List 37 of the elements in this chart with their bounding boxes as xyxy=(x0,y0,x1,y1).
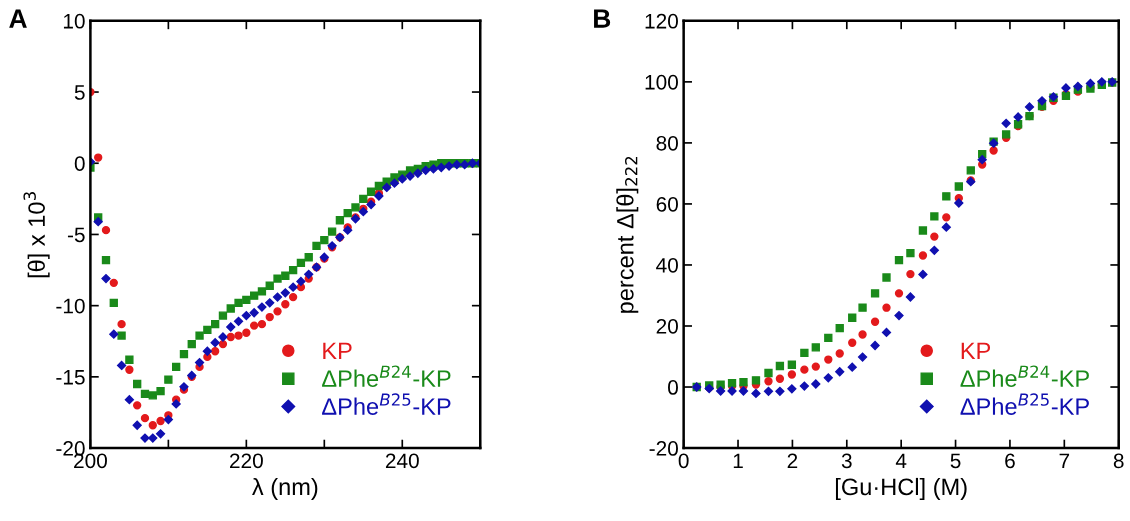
x-tick-label: 4 xyxy=(895,453,907,469)
chart-title: A xyxy=(9,9,27,28)
x-tick-label: 220 xyxy=(230,453,263,469)
legend-label: ΔPhe$^{B25}$-KP xyxy=(960,393,1089,415)
legend-label: ΔPhe$^{B24}$-KP xyxy=(960,365,1089,387)
y-tick-label: 80 xyxy=(656,135,678,151)
y-tick-label: 40 xyxy=(656,257,678,273)
y-tick-label: 5 xyxy=(74,85,85,100)
x-tick-label: 8 xyxy=(1113,453,1124,469)
y-tick-label: 0 xyxy=(74,156,85,171)
y-tick-label: 120 xyxy=(645,13,678,29)
x-tick-label: 5 xyxy=(950,453,961,469)
x-tick-label: 3 xyxy=(841,453,852,469)
y-tick-label: -20 xyxy=(649,441,678,456)
x-tick-label: 1 xyxy=(733,453,743,469)
y-axis-title: percent Δ[θ]$_{222}$ xyxy=(616,156,639,313)
y-tick-label: -10 xyxy=(56,298,85,314)
chart-title: B xyxy=(594,9,611,28)
x-tick-label: 0 xyxy=(678,453,689,469)
y-tick-label: 10 xyxy=(63,13,85,29)
y-axis-title: [θ] x 10$^{3}$ xyxy=(23,192,50,278)
legend-label: KP xyxy=(961,342,991,359)
x-tick-label: 240 xyxy=(385,453,419,469)
y-tick-label: 20 xyxy=(656,319,678,334)
y-tick-label: 0 xyxy=(668,380,678,395)
x-axis-title: [Gu·HCl] (M) xyxy=(835,477,967,500)
legend-label: ΔPhe$^{B24}$-KP xyxy=(322,365,451,387)
y-tick-label: -5 xyxy=(67,227,85,243)
y-tick-label: 60 xyxy=(656,196,678,212)
y-tick-label: -15 xyxy=(56,370,85,385)
x-tick-label: 7 xyxy=(1059,453,1070,469)
y-tick-label: 100 xyxy=(645,74,678,90)
legend-label: KP xyxy=(323,342,352,359)
x-axis-title: λ (nm) xyxy=(252,477,318,500)
legend-label: ΔPhe$^{B25}$-KP xyxy=(322,393,451,415)
x-tick-label: 2 xyxy=(787,453,798,469)
x-tick-label: 6 xyxy=(1005,453,1015,469)
